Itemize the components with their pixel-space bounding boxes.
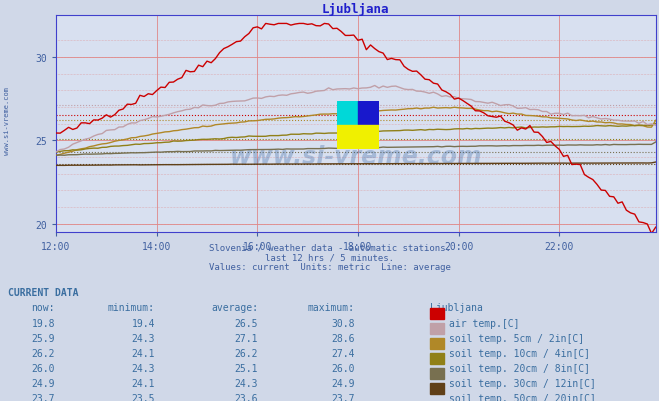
Text: 26.0: 26.0 — [331, 363, 355, 373]
Text: 27.1: 27.1 — [235, 333, 258, 343]
Bar — [430, 353, 444, 364]
Text: average:: average: — [211, 302, 258, 312]
Text: Ljubljana: Ljubljana — [430, 302, 483, 312]
Bar — [430, 308, 444, 319]
Text: 23.6: 23.6 — [235, 393, 258, 401]
Text: 24.9: 24.9 — [32, 378, 55, 388]
Text: 28.6: 28.6 — [331, 333, 355, 343]
Text: CURRENT DATA: CURRENT DATA — [8, 288, 78, 298]
Text: Slovenia / weather data - automatic stations.: Slovenia / weather data - automatic stat… — [208, 243, 451, 251]
Text: soil temp. 50cm / 20in[C]: soil temp. 50cm / 20in[C] — [449, 393, 596, 401]
Text: soil temp. 20cm / 8in[C]: soil temp. 20cm / 8in[C] — [449, 363, 590, 373]
Text: 23.7: 23.7 — [32, 393, 55, 401]
Bar — [430, 383, 444, 394]
Text: 24.3: 24.3 — [235, 378, 258, 388]
Text: maximum:: maximum: — [308, 302, 355, 312]
Text: 24.1: 24.1 — [132, 378, 155, 388]
Text: 23.7: 23.7 — [331, 393, 355, 401]
Text: 19.4: 19.4 — [132, 318, 155, 328]
Text: 25.1: 25.1 — [235, 363, 258, 373]
Text: www.si-vreme.com: www.si-vreme.com — [229, 145, 482, 169]
Text: 26.0: 26.0 — [32, 363, 55, 373]
Text: minimum:: minimum: — [108, 302, 155, 312]
Text: soil temp. 10cm / 4in[C]: soil temp. 10cm / 4in[C] — [449, 348, 590, 358]
Text: 27.4: 27.4 — [331, 348, 355, 358]
Text: now:: now: — [32, 302, 55, 312]
Text: 19.8: 19.8 — [32, 318, 55, 328]
Text: 26.2: 26.2 — [235, 348, 258, 358]
Title: Ljubljana: Ljubljana — [322, 3, 389, 16]
Bar — [430, 368, 444, 379]
Bar — [430, 323, 444, 334]
Text: 24.9: 24.9 — [331, 378, 355, 388]
Text: 24.3: 24.3 — [132, 363, 155, 373]
Text: 30.8: 30.8 — [331, 318, 355, 328]
Text: 26.2: 26.2 — [32, 348, 55, 358]
Text: 23.5: 23.5 — [132, 393, 155, 401]
Text: 24.3: 24.3 — [132, 333, 155, 343]
Text: Values: current  Units: metric  Line: average: Values: current Units: metric Line: aver… — [208, 263, 451, 271]
Text: www.si-vreme.com: www.si-vreme.com — [3, 86, 10, 154]
Text: 24.1: 24.1 — [132, 348, 155, 358]
Text: air temp.[C]: air temp.[C] — [449, 318, 519, 328]
Text: 25.9: 25.9 — [32, 333, 55, 343]
Text: soil temp. 30cm / 12in[C]: soil temp. 30cm / 12in[C] — [449, 378, 596, 388]
Bar — [430, 338, 444, 349]
Text: last 12 hrs / 5 minutes.: last 12 hrs / 5 minutes. — [265, 253, 394, 261]
Text: 26.5: 26.5 — [235, 318, 258, 328]
Text: soil temp. 5cm / 2in[C]: soil temp. 5cm / 2in[C] — [449, 333, 584, 343]
